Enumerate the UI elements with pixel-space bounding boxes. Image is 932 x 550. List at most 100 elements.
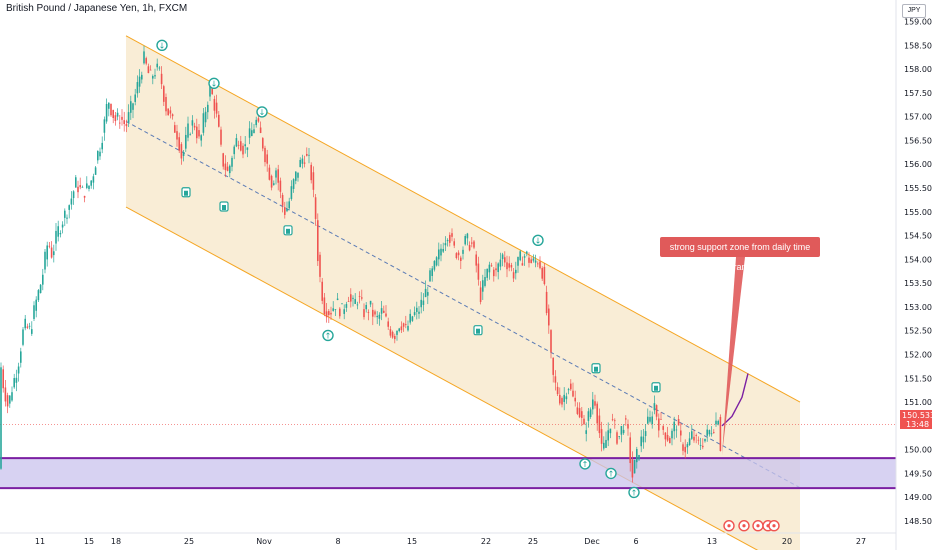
candle-body	[125, 124, 128, 127]
candle-body	[57, 226, 59, 237]
candle-body	[75, 177, 77, 188]
candle-body	[66, 217, 68, 219]
candle-body	[449, 234, 451, 243]
projection-curve	[721, 373, 749, 427]
y-tick-label: 158.000	[904, 65, 932, 74]
candle-body	[583, 418, 585, 425]
y-tick-label: 154.000	[904, 255, 932, 264]
candle-body	[55, 230, 57, 244]
candle-body	[578, 408, 581, 418]
candle-body	[418, 311, 420, 314]
candle-body	[121, 116, 123, 120]
candle-body	[231, 157, 233, 167]
candle-body	[134, 94, 136, 102]
candle-body	[108, 102, 110, 109]
candle-body	[440, 248, 442, 256]
x-tick-label: 11	[35, 537, 45, 546]
x-tick-label: Nov	[256, 537, 272, 546]
candle-body	[380, 308, 383, 314]
currency-badge[interactable]: JPY	[902, 4, 926, 18]
candle-body	[185, 134, 187, 149]
candle-body	[253, 129, 255, 133]
candle-body	[88, 185, 90, 190]
y-tick-label: 149.000	[904, 493, 932, 502]
candle-body	[314, 197, 317, 219]
candle-body	[398, 328, 400, 332]
candle-body	[233, 146, 235, 155]
candle-body	[343, 309, 345, 314]
thumbs-up-icon-mark	[286, 228, 290, 234]
candle-body	[352, 297, 354, 299]
y-tick-label: 155.000	[904, 208, 932, 217]
candle-body	[519, 251, 521, 261]
candle-body	[523, 256, 526, 258]
arrow-up-circle-icon-glyph: ↑	[582, 460, 589, 469]
candle-body	[693, 436, 695, 441]
candle-body	[182, 151, 185, 156]
candle-body	[191, 120, 194, 126]
annotation-pointer	[722, 257, 745, 455]
x-tick-label: 15	[84, 537, 94, 546]
candle-body	[644, 431, 647, 437]
candle-body	[691, 431, 693, 439]
channel-mid-line	[125, 120, 801, 489]
x-tick-label: 27	[856, 537, 866, 546]
candle-body	[119, 122, 121, 124]
candle-body	[561, 398, 563, 405]
candle-body	[662, 426, 664, 430]
candle-body	[20, 351, 22, 363]
candle-body	[116, 112, 119, 117]
chart-title: British Pound / Japanese Yen, 1h, FXCM	[6, 3, 188, 14]
candle-body	[284, 207, 286, 215]
candle-body	[220, 129, 222, 145]
candle-body	[81, 186, 84, 188]
candle-body	[625, 418, 627, 420]
candle-body	[53, 251, 55, 256]
candle-body	[42, 274, 44, 285]
candle-body	[699, 445, 702, 446]
candle-body	[275, 170, 277, 178]
thumbs-up-icon-mark	[594, 366, 598, 372]
candle-body	[647, 416, 649, 424]
candle-body	[600, 429, 603, 444]
candle-body	[321, 281, 323, 301]
candle-body	[209, 84, 211, 97]
arrow-up-circle-icon	[322, 329, 334, 342]
candle-body	[6, 395, 9, 407]
candle-body	[50, 247, 53, 258]
candle-body	[603, 442, 605, 449]
candle-body	[248, 128, 251, 138]
candle-body	[259, 127, 262, 133]
candle-body	[451, 233, 453, 237]
candle-body	[435, 257, 438, 266]
candle-body	[130, 101, 132, 113]
candle-body	[413, 312, 416, 315]
candle-body	[497, 263, 499, 273]
candle-body	[255, 119, 257, 126]
candle-body	[156, 63, 158, 68]
candle-body	[666, 434, 669, 441]
arrow-up-circle-icon	[605, 467, 617, 480]
candle-body	[559, 394, 561, 404]
candle-body	[585, 430, 587, 434]
candle-body	[710, 433, 713, 435]
candle-body	[310, 164, 312, 181]
candle-body	[506, 262, 508, 270]
x-axis[interactable]: 11 15 18 25 Nov 8 15 22 25 Dec 6 13 20 27	[0, 532, 896, 546]
candle-body	[512, 272, 515, 279]
candle-body	[325, 311, 328, 318]
y-axis[interactable]: 159.000 158.500 158.000 157.500 157.000 156.5…	[895, 0, 932, 550]
candle-body	[387, 321, 389, 327]
candle-body	[127, 112, 130, 123]
annotation-label[interactable]: strong support zone from daily time fram	[660, 237, 820, 272]
candle-body	[609, 428, 612, 434]
candle-body	[682, 444, 684, 451]
candle-body	[92, 176, 95, 183]
candle-body	[537, 263, 539, 265]
y-tick-label: 155.500	[904, 184, 932, 193]
candle-body	[486, 268, 488, 278]
candle-body	[633, 459, 636, 474]
x-tick-label: 6	[633, 537, 638, 546]
candle-body	[457, 252, 460, 256]
